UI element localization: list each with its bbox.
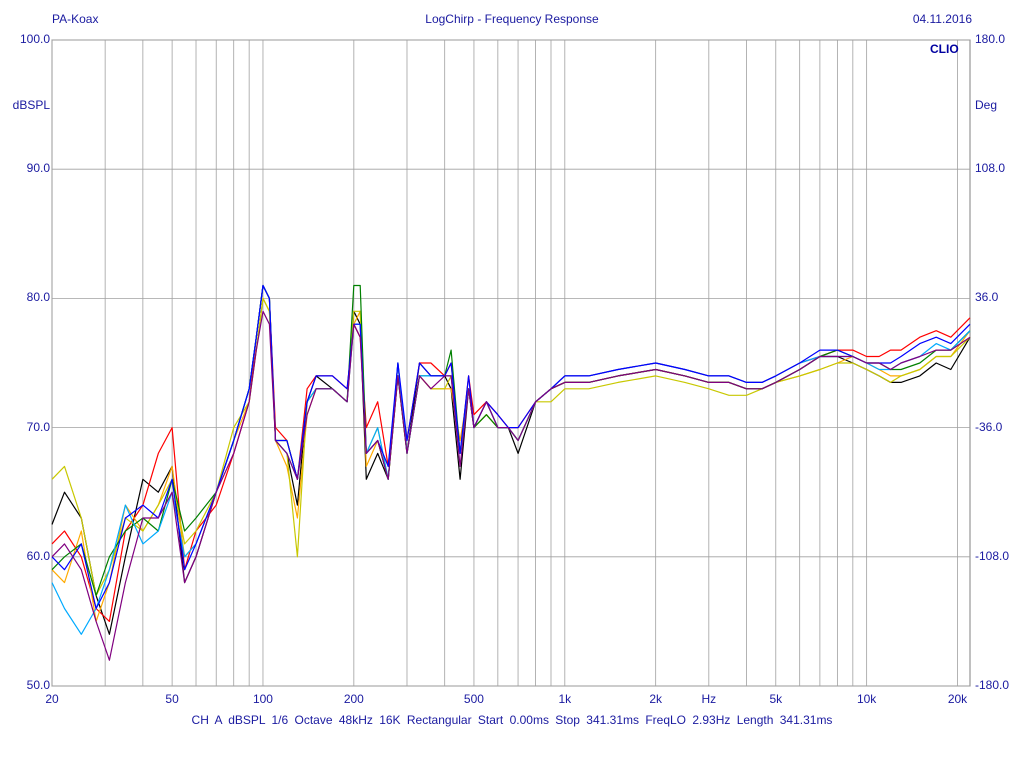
x-tick-label: 10k — [856, 692, 877, 706]
x-tick-label: 1k — [558, 692, 572, 706]
clio-brand: CLIO — [930, 42, 959, 56]
response-curve-5 — [51, 284, 971, 597]
x-tick-label: 2k — [649, 692, 662, 706]
y-axis-label: dBSPL — [12, 98, 50, 112]
y2-tick-label: -36.0 — [975, 419, 1003, 434]
y-tick-label: 50.0 — [26, 678, 50, 692]
y2-tick-label: 180.0 — [975, 32, 1006, 46]
y-tick-label: 100.0 — [19, 32, 50, 46]
y-tick-label: 80.0 — [26, 290, 50, 305]
response-curve-6 — [51, 284, 971, 635]
response-curve-4 — [51, 297, 971, 597]
x-tick-label: 500 — [463, 692, 484, 706]
x-tick-label: 200 — [343, 692, 364, 706]
header-title-left: PA-Koax — [52, 12, 99, 26]
x-tick-label: Hz — [701, 692, 717, 706]
y-tick-label: 60.0 — [26, 548, 50, 563]
y2-tick-label: 36.0 — [975, 290, 999, 305]
response-curve-8 — [51, 310, 971, 661]
measurement-settings: CH A dBSPL 1/6 Octave 48kHz 16K Rectangu… — [191, 713, 833, 727]
x-tick-label: 20k — [947, 692, 968, 706]
plot-frame — [51, 39, 971, 687]
x-tick-label: 50 — [165, 692, 179, 706]
y2-tick-label: -108.0 — [975, 548, 1010, 563]
y2-axis-label: Deg — [975, 98, 998, 112]
response-curve-7 — [51, 284, 971, 610]
response-curve-3 — [51, 297, 971, 623]
header-title-center: LogChirp - Frequency Response — [425, 12, 599, 26]
header-date: 04.11.2016 — [912, 12, 972, 26]
y2-tick-label: -180.0 — [975, 678, 1010, 692]
y-tick-label: 70.0 — [26, 419, 50, 434]
x-tick-label: 5k — [769, 692, 783, 706]
y-tick-label: 90.0 — [26, 161, 50, 176]
x-tick-label: 20 — [45, 692, 59, 706]
response-curve-1 — [51, 284, 971, 635]
y2-tick-label: 108.0 — [975, 161, 1006, 176]
x-tick-label: 100 — [252, 692, 273, 706]
